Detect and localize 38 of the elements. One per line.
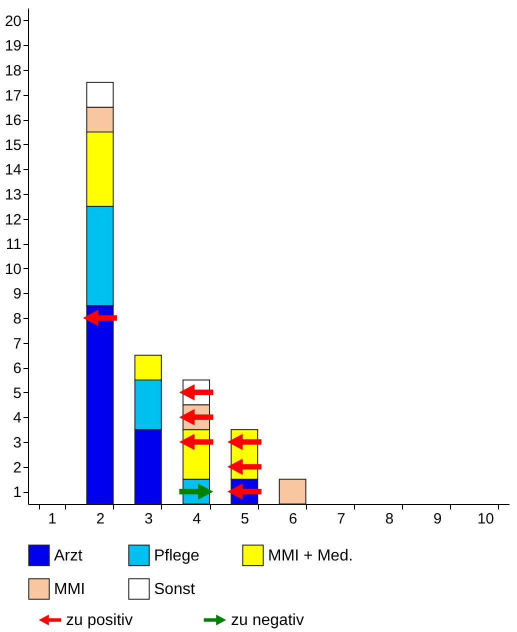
y-tick-label: 9 bbox=[13, 286, 22, 303]
legend-label: zu positiv bbox=[66, 612, 133, 629]
legend-label: Sonst bbox=[154, 581, 196, 598]
x-tick-label: 6 bbox=[288, 510, 298, 528]
y-tick-label: 4 bbox=[13, 410, 22, 427]
x-tick-label: 8 bbox=[385, 510, 394, 528]
legend-label: MMI bbox=[54, 581, 86, 598]
legend-label: MMI + Med. bbox=[268, 547, 353, 564]
y-tick-label: 12 bbox=[4, 211, 22, 228]
x-tick-label: 4 bbox=[192, 510, 201, 528]
legend-label: Pflege bbox=[154, 547, 200, 564]
bar bbox=[278, 478, 306, 504]
y-tick-label: 19 bbox=[4, 38, 22, 55]
y-tick-label: 15 bbox=[4, 136, 22, 154]
x-tick-label: 1 bbox=[48, 510, 57, 528]
legend-label: zu negativ bbox=[231, 612, 304, 629]
y-tick-label: 7 bbox=[13, 335, 22, 352]
y-tick-label: 3 bbox=[13, 434, 22, 452]
y-tick-label: 6 bbox=[13, 360, 22, 378]
y-tick-label: 11 bbox=[6, 236, 22, 254]
y-tick-label: 10 bbox=[4, 260, 22, 278]
x-tick-label: 3 bbox=[144, 510, 153, 528]
y-tick-label: 5 bbox=[13, 384, 22, 402]
y-tick-label: 18 bbox=[4, 62, 22, 80]
x-tick-label: 10 bbox=[477, 510, 494, 528]
y-tick-label: 13 bbox=[4, 186, 22, 204]
legend-label: Arzt bbox=[54, 547, 83, 564]
x-tick-label: 7 bbox=[337, 510, 346, 528]
x-tick-label: 9 bbox=[433, 510, 442, 528]
x-tick-label: 2 bbox=[96, 510, 105, 528]
y-tick-label: 17 bbox=[4, 87, 22, 104]
x-tick-label: 5 bbox=[240, 510, 250, 528]
y-tick-label: 20 bbox=[4, 12, 22, 30]
y-tick-label: 1 bbox=[13, 484, 22, 502]
y-tick-label: 8 bbox=[13, 310, 22, 328]
y-tick-label: 2 bbox=[13, 459, 22, 476]
y-tick-label: 16 bbox=[4, 112, 22, 130]
y-tick-label: 14 bbox=[4, 162, 22, 179]
